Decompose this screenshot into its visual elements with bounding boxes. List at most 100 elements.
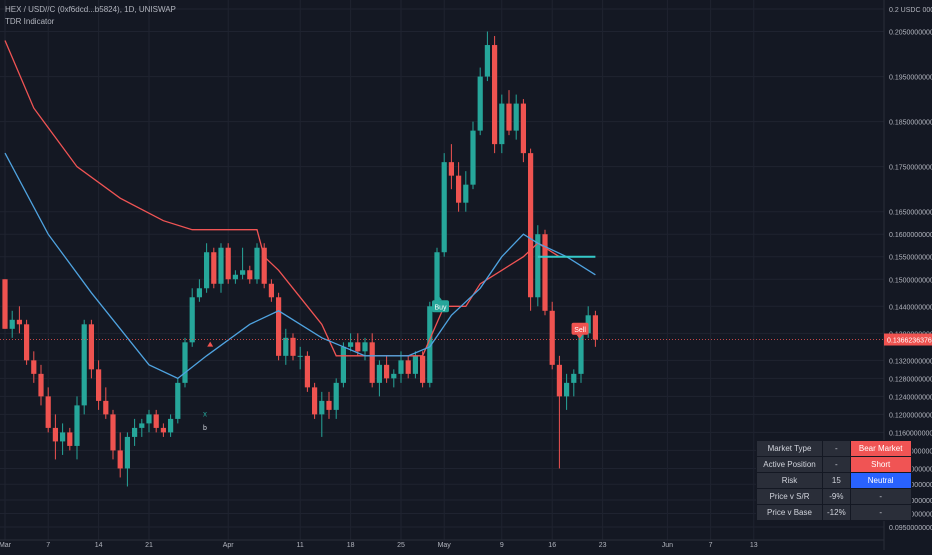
candle-body[interactable] (261, 247, 267, 284)
candle-body[interactable] (348, 342, 354, 347)
candle-body[interactable] (182, 342, 188, 383)
sell-signal-badge[interactable] (571, 322, 589, 335)
candle-body[interactable] (196, 288, 202, 298)
candle-body[interactable] (376, 364, 382, 383)
candle-body[interactable] (81, 324, 87, 406)
x-tick-label: 9 (500, 542, 504, 549)
candle-body[interactable] (88, 324, 94, 370)
candle-body[interactable] (31, 360, 37, 374)
candle-body[interactable] (247, 270, 253, 280)
candle-body[interactable] (139, 423, 145, 428)
candle-body[interactable] (204, 252, 210, 289)
candle-body[interactable] (276, 297, 282, 356)
candle-body[interactable] (117, 450, 123, 469)
candle-body[interactable] (492, 45, 498, 145)
candle-body[interactable] (189, 297, 195, 343)
candle-body[interactable] (45, 396, 51, 428)
candle-body[interactable] (9, 319, 15, 329)
x-tick-label: 11 (297, 542, 304, 549)
x-tick-label: 7 (46, 542, 50, 549)
candle-body[interactable] (2, 279, 8, 329)
candle-body[interactable] (340, 346, 346, 383)
candle-body[interactable] (67, 432, 73, 446)
candle-body[interactable] (528, 153, 534, 298)
candle-body[interactable] (355, 342, 361, 352)
candle-body[interactable] (535, 234, 541, 298)
candle-body[interactable] (564, 382, 570, 397)
stats-table: Market Type - Bear Market Active Position - S… (756, 440, 912, 521)
stats-value: 15 (822, 472, 851, 489)
candle-body[interactable] (470, 130, 476, 185)
candle-body[interactable] (513, 103, 519, 131)
buy-signal-badge[interactable] (432, 300, 449, 313)
candle-body[interactable] (240, 270, 246, 275)
candle-body[interactable] (110, 414, 116, 451)
candle-body[interactable] (96, 369, 102, 401)
candle-body[interactable] (146, 414, 152, 424)
candle-body[interactable] (283, 337, 289, 356)
candle-body[interactable] (52, 427, 58, 442)
candle-body[interactable] (369, 342, 375, 383)
candle-body[interactable] (74, 405, 80, 446)
stats-key: Active Position (756, 456, 823, 473)
candle-body[interactable] (571, 373, 577, 383)
candle-body[interactable] (542, 234, 548, 311)
candle-body[interactable] (398, 360, 404, 374)
candle-body[interactable] (549, 310, 555, 365)
x-tick-label: Jun (662, 542, 673, 549)
candle-body[interactable] (499, 103, 505, 145)
candle-body[interactable] (124, 436, 130, 469)
candle-body[interactable] (456, 175, 462, 203)
candle-body[interactable] (60, 432, 66, 442)
candle-body[interactable] (448, 162, 454, 176)
candle-body[interactable] (16, 319, 22, 325)
candle-body[interactable] (168, 418, 174, 433)
candle-body[interactable] (326, 400, 332, 410)
candle-body[interactable] (333, 382, 339, 410)
candle-body[interactable] (362, 342, 368, 352)
indicator-name[interactable]: TDR Indicator (5, 17, 55, 26)
candle-body[interactable] (484, 45, 490, 77)
x-tick-label: 13 (750, 542, 758, 549)
candle-body[interactable] (153, 414, 159, 428)
candle-body[interactable] (211, 252, 217, 284)
candle-body[interactable] (290, 337, 296, 356)
candle-body[interactable] (427, 306, 433, 383)
candle-body[interactable] (254, 247, 260, 280)
candle-body[interactable] (232, 274, 238, 280)
candle-body[interactable] (420, 355, 426, 383)
candle-body[interactable] (297, 355, 303, 357)
candle-body[interactable] (556, 364, 562, 397)
candle-body[interactable] (477, 76, 483, 131)
candle-body[interactable] (225, 247, 231, 280)
candle-body[interactable] (132, 427, 138, 437)
y-tick-label: 0.1200000000 (889, 412, 932, 419)
candle-body[interactable] (434, 252, 440, 307)
candle-body[interactable] (506, 103, 512, 131)
x-tick-label: 21 (145, 542, 153, 549)
candle-body[interactable] (384, 364, 390, 379)
candle-body[interactable] (304, 355, 310, 388)
symbol-header[interactable]: HEX / USD//C (0xf6dcd...b5824), 1D, UNIS… (5, 5, 176, 14)
x-tick-label: 16 (548, 542, 556, 549)
candle-body[interactable] (463, 184, 469, 203)
candle-body[interactable] (160, 427, 166, 433)
candle-body[interactable] (312, 387, 318, 415)
candle-body[interactable] (319, 400, 325, 415)
candle-body[interactable] (218, 247, 224, 284)
x-tick-label: Apr (223, 542, 235, 549)
candle-body[interactable] (268, 283, 274, 298)
candle-body[interactable] (103, 400, 109, 415)
candle-body[interactable] (441, 162, 447, 253)
candle-body[interactable] (175, 382, 181, 419)
candle-body[interactable] (592, 315, 598, 340)
y-tick-label: 0.1600000000 (889, 232, 932, 239)
candle-body[interactable] (520, 103, 526, 154)
candle-body[interactable] (38, 373, 44, 397)
candle-body[interactable] (412, 355, 418, 374)
candle-body[interactable] (391, 373, 397, 379)
candle-body[interactable] (405, 360, 411, 374)
candle-body[interactable] (24, 324, 30, 361)
candle-body[interactable] (578, 333, 584, 374)
